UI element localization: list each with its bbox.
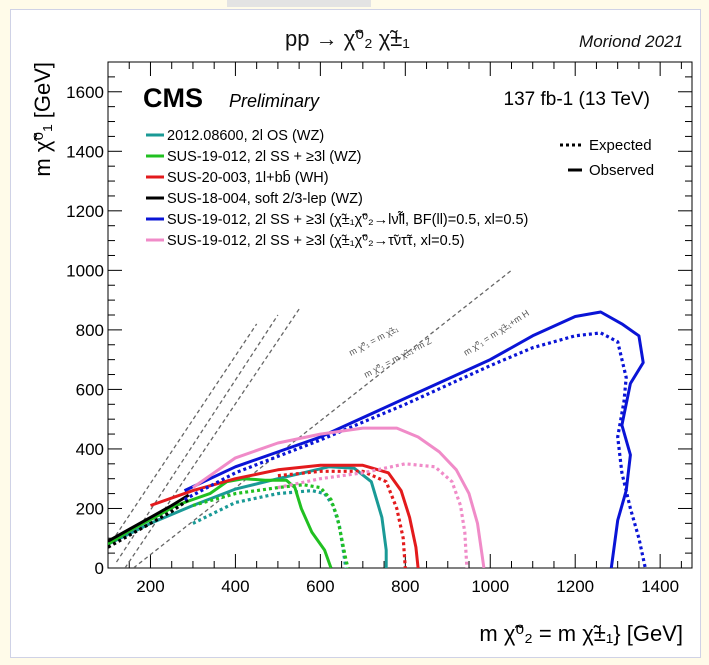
legend-entry-label: SUS-19-012, 2l SS + ≥3l (WZ)	[167, 149, 362, 165]
y-tick-label: 1600	[66, 83, 104, 102]
y-tick-label: 800	[76, 321, 104, 340]
experiment-label: CMS	[143, 83, 203, 113]
window-tab-strip	[227, 0, 371, 7]
x-axis-title: m χ̃⁰₂ = m χ̃±₁} [GeV]	[479, 621, 683, 646]
x-tick-label: 1000	[471, 577, 509, 596]
expected-style-label: Expected	[589, 137, 652, 154]
kinematic-diagonal-line	[124, 308, 300, 568]
y-tick-label: 400	[76, 440, 104, 459]
kinematic-diagonal-line	[133, 269, 512, 568]
expected-limit-curve	[108, 498, 190, 549]
observed-limit-curve	[150, 463, 420, 568]
conference-label: Moriond 2021	[579, 32, 683, 51]
y-tick-label: 600	[76, 380, 104, 399]
status-label: Preliminary	[229, 91, 320, 111]
x-tick-label: 1200	[556, 577, 594, 596]
observed-limit-curve	[108, 465, 388, 568]
y-tick-label: 1000	[66, 261, 104, 280]
legend-entry-label: 2012.08600, 2l OS (WZ)	[167, 128, 324, 144]
observed-limit-curve	[108, 493, 190, 543]
exclusion-curves	[108, 310, 647, 568]
observed-style-label: Observed	[589, 162, 654, 179]
legend-entry-label: SUS-19-012, 2l SS + ≥3l (χ̃±₁χ̃⁰₂→τ̃ντ̃τ…	[167, 233, 465, 249]
axis-ticks: 200 400 600 800 1000 1200 1400 0 200 400 600 800 100…	[66, 62, 692, 596]
x-tick-label: 200	[136, 577, 164, 596]
legend-entry-label: SUS-20-003, 1l+bb̄ (WH)	[167, 170, 329, 186]
process-label: pp → χ̃⁰₂ χ̃±₁	[285, 26, 410, 51]
y-tick-label: 1200	[66, 202, 104, 221]
legend-entry-label: SUS-18-004, soft 2/3-lep (WZ)	[167, 191, 363, 207]
expected-limit-curve	[277, 469, 407, 568]
luminosity-label: 137 fb-1 (13 TeV)	[504, 89, 650, 110]
kinematic-diagonal-line	[108, 323, 258, 548]
series-legend: 2012.08600, 2l OS (WZ) SUS-19-012, 2l SS …	[146, 128, 528, 249]
observed-limit-curve	[108, 477, 333, 568]
observed-limit-curve	[192, 426, 486, 568]
y-tick-label: 0	[95, 559, 104, 578]
y-tick-label: 1400	[66, 142, 104, 161]
x-tick-label: 400	[221, 577, 249, 596]
plot-area	[107, 61, 693, 569]
y-tick-label: 200	[76, 499, 104, 518]
kinematic-diagonals	[108, 269, 512, 568]
observed-limit-curve	[183, 310, 645, 568]
x-tick-label: 800	[391, 577, 419, 596]
y-axis-title: m χ̃⁰₁ [GeV]	[30, 62, 55, 177]
x-tick-label: 1400	[641, 577, 679, 596]
legend-entry-label: SUS-19-012, 2l SS + ≥3l (χ̃±₁χ̃⁰₂→lν̃l̃l…	[167, 210, 528, 228]
x-tick-label: 600	[306, 577, 334, 596]
